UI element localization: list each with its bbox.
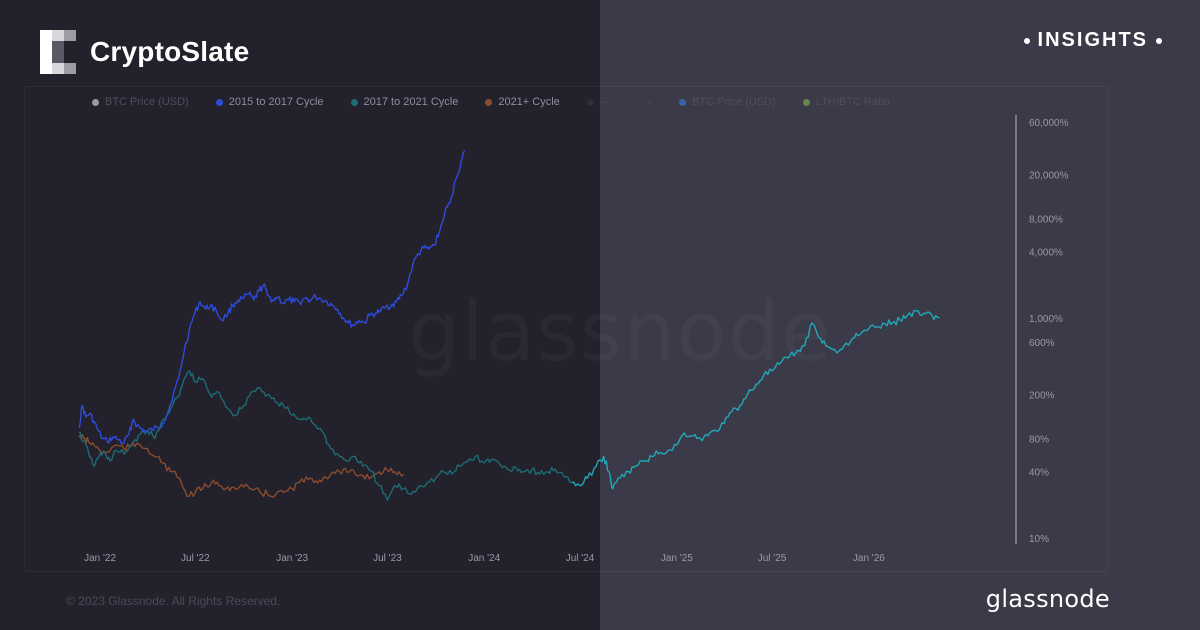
bullet-dot-icon	[1156, 37, 1162, 44]
legend-label: 2021+ Cycle	[498, 96, 560, 108]
x-tick-label: Jan '22	[84, 553, 116, 564]
x-tick-label: Jul '22	[181, 553, 210, 564]
legend-swatch	[215, 98, 223, 106]
chart-legend: BTC Price (USD) 2015 to 2017 Cycle 2017 to…	[92, 96, 917, 108]
insights-label: INSIGHTS	[1016, 29, 1170, 52]
bullet-dot-icon	[1023, 37, 1030, 44]
y-tick-label: 10%	[1029, 534, 1049, 545]
legend-item[interactable]: 2017 to 2021 Cycle	[350, 96, 459, 108]
x-tick-label: Jan '25	[661, 553, 693, 564]
legend-item[interactable]: LTH/BTC Ratio	[802, 96, 890, 108]
series-line-3	[78, 434, 405, 498]
y-tick-label: 20,000%	[1029, 171, 1069, 182]
cryptoslate-logo: CryptoSlate	[40, 30, 249, 74]
x-tick-label: Jul '23	[373, 553, 402, 564]
legend-item[interactable]: 2015 to 2017 Cycle	[215, 96, 324, 108]
logo-text: CryptoSlate	[90, 36, 250, 67]
legend-label: BTC Price (USD)	[105, 96, 189, 108]
legend-swatch	[679, 98, 687, 106]
x-tick-label: Jan '24	[468, 553, 500, 564]
cryptoslate-pixel-logo-icon	[40, 30, 76, 74]
legend-swatch	[586, 98, 594, 106]
legend-item[interactable]: –	[632, 96, 653, 108]
x-tick-label: Jan '26	[853, 553, 885, 564]
legend-swatch	[350, 98, 358, 106]
y-tick-label: 8,000%	[1029, 214, 1063, 225]
y-tick-label: 40%	[1029, 468, 1049, 479]
legend-item[interactable]: –	[586, 96, 606, 108]
chart-frame	[24, 86, 1108, 572]
y-tick-label: 1,000%	[1029, 314, 1063, 325]
legend-label: 2015 to 2017 Cycle	[228, 96, 324, 108]
legend-swatch	[802, 98, 810, 106]
copyright-text: © 2023 Glassnode. All Rights Reserved.	[66, 594, 281, 608]
legend-item[interactable]: BTC Price (USD)	[92, 96, 189, 108]
y-tick-label: 60,000%	[1029, 118, 1069, 129]
y-tick-label: 600%	[1029, 338, 1055, 349]
legend-label: 2017 to 2021 Cycle	[363, 96, 459, 108]
y-tick-label: 200%	[1029, 391, 1055, 402]
dark-left-panel	[0, 0, 600, 630]
legend-label: LTH/BTC Ratio	[815, 96, 890, 108]
legend-item[interactable]: 2021+ Cycle	[485, 96, 560, 108]
y-tick-label: 4,000%	[1029, 247, 1063, 258]
legend-swatch	[632, 98, 640, 106]
legend-label: –	[645, 96, 653, 108]
x-tick-label: Jul '25	[758, 553, 787, 564]
glassnode-brand: glassnode	[985, 585, 1110, 613]
insights-text: INSIGHTS	[1037, 29, 1148, 51]
series-line-2	[571, 309, 940, 490]
legend-label: –	[599, 96, 606, 108]
legend-label: BTC Price (USD)	[692, 96, 776, 108]
legend-swatch	[485, 98, 493, 106]
x-tick-label: Jan '23	[276, 553, 308, 564]
x-tick-label: Jul '24	[566, 553, 595, 564]
y-tick-label: 80%	[1029, 435, 1049, 446]
legend-swatch	[92, 98, 99, 106]
series-line-0	[78, 150, 466, 445]
legend-item[interactable]: BTC Price (USD)	[679, 96, 776, 108]
series-line-1	[78, 370, 572, 501]
